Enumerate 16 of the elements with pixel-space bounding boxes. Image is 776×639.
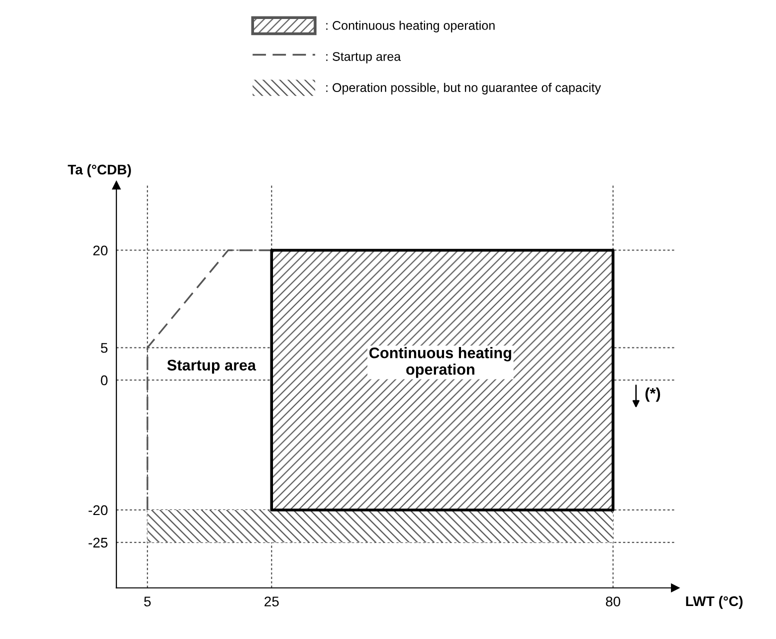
x-tick-label: 80 [606,596,620,606]
x-axis-title: LWT (°C) [686,596,743,609]
annotation: (*) [645,388,660,402]
y-tick-label: 0 [100,375,108,386]
y-tick-label: -25 [88,538,108,548]
annotation: Startup area [167,360,256,374]
x-tick-label: 5 [144,596,151,606]
y-tick-label: -20 [88,505,108,516]
x-tick-label: 25 [264,596,279,606]
annotation: Continuous heating operation [369,347,512,378]
legend-label: : Startup area [326,52,401,64]
y-axis-title: Ta (°CDB) [68,164,131,178]
y-tick-label: 5 [100,343,108,353]
legend-label: : Operation possible, but no guarantee of capacity [326,82,601,94]
y-tick-label: 20 [93,246,108,256]
legend-label: : Continuous heating operation [326,20,495,32]
